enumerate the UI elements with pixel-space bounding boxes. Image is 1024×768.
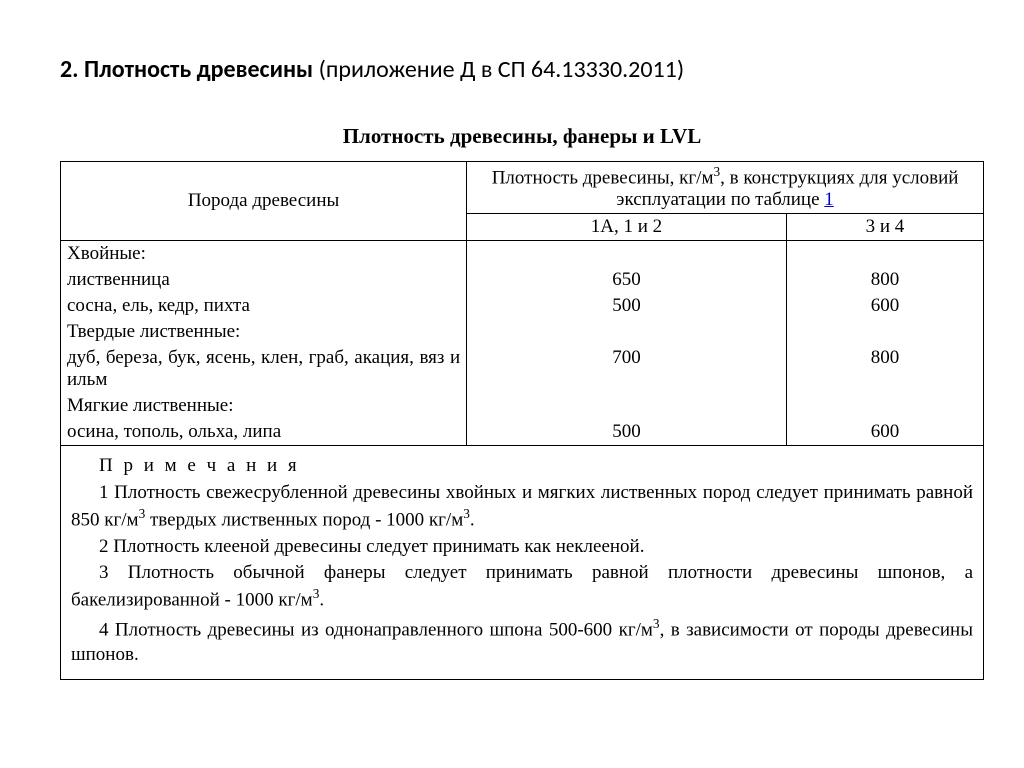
value-col-1: 700 (467, 345, 787, 393)
table-1-link[interactable]: 1 (824, 189, 834, 210)
header-sub-1: 1А, 1 и 2 (467, 214, 787, 241)
note-3: 3 Плотность обычной фанеры следует прини… (71, 561, 973, 613)
table-title: Плотность древесины, фанеры и LVL (60, 124, 984, 149)
notes-label: П р и м е ч а н и я (71, 454, 973, 478)
heading-rest: (приложение Д в СП 64.13330.2011) (319, 55, 685, 84)
value-col-1 (467, 241, 787, 268)
species-cell: Мягкие лиственные: (61, 393, 467, 419)
species-cell: лиственница (61, 267, 467, 293)
table-row: лиственница650800 (61, 267, 984, 293)
species-cell: дуб, береза, бук, ясень, клен, граб, ака… (61, 345, 467, 393)
value-col-2: 800 (786, 267, 983, 293)
value-col-2: 800 (786, 345, 983, 393)
table-row: Хвойные: (61, 241, 984, 268)
header-density: Плотность древесины, кг/м3, в конструкци… (467, 162, 984, 214)
density-table: Порода древесины Плотность древесины, кг… (60, 161, 984, 680)
value-col-2 (786, 319, 983, 345)
value-col-1 (467, 319, 787, 345)
heading-bold: 2. Плотность древесины (60, 55, 319, 84)
species-cell: сосна, ель, кедр, пихта (61, 293, 467, 319)
value-col-1: 500 (467, 293, 787, 319)
header-density-pre: Плотность древесины, кг/м (492, 167, 714, 188)
section-heading: 2. Плотность древесины (приложение Д в С… (60, 55, 984, 84)
table-row: осина, тополь, ольха, липа500600 (61, 419, 984, 446)
header-sub-2: 3 и 4 (786, 214, 983, 241)
species-cell: Твердые лиственные: (61, 319, 467, 345)
table-row: Мягкие лиственные: (61, 393, 984, 419)
note-1: 1 Плотность свежесрубленной древесины хв… (71, 481, 973, 533)
note-4: 4 Плотность древесины из однонаправленно… (71, 615, 973, 667)
value-col-2: 600 (786, 293, 983, 319)
value-col-1: 650 (467, 267, 787, 293)
species-cell: осина, тополь, ольха, липа (61, 419, 467, 446)
table-row: Твердые лиственные: (61, 319, 984, 345)
value-col-1 (467, 393, 787, 419)
table-row: сосна, ель, кедр, пихта500600 (61, 293, 984, 319)
note-2: 2 Плотность клееной древесины следует пр… (71, 535, 973, 559)
species-cell: Хвойные: (61, 241, 467, 268)
value-col-1: 500 (467, 419, 787, 446)
value-col-2 (786, 393, 983, 419)
value-col-2: 600 (786, 419, 983, 446)
table-row: дуб, береза, бук, ясень, клен, граб, ака… (61, 345, 984, 393)
notes-cell: П р и м е ч а н и я 1 Плотность свежесру… (61, 446, 984, 679)
value-col-2 (786, 241, 983, 268)
header-species: Порода древесины (61, 162, 467, 241)
